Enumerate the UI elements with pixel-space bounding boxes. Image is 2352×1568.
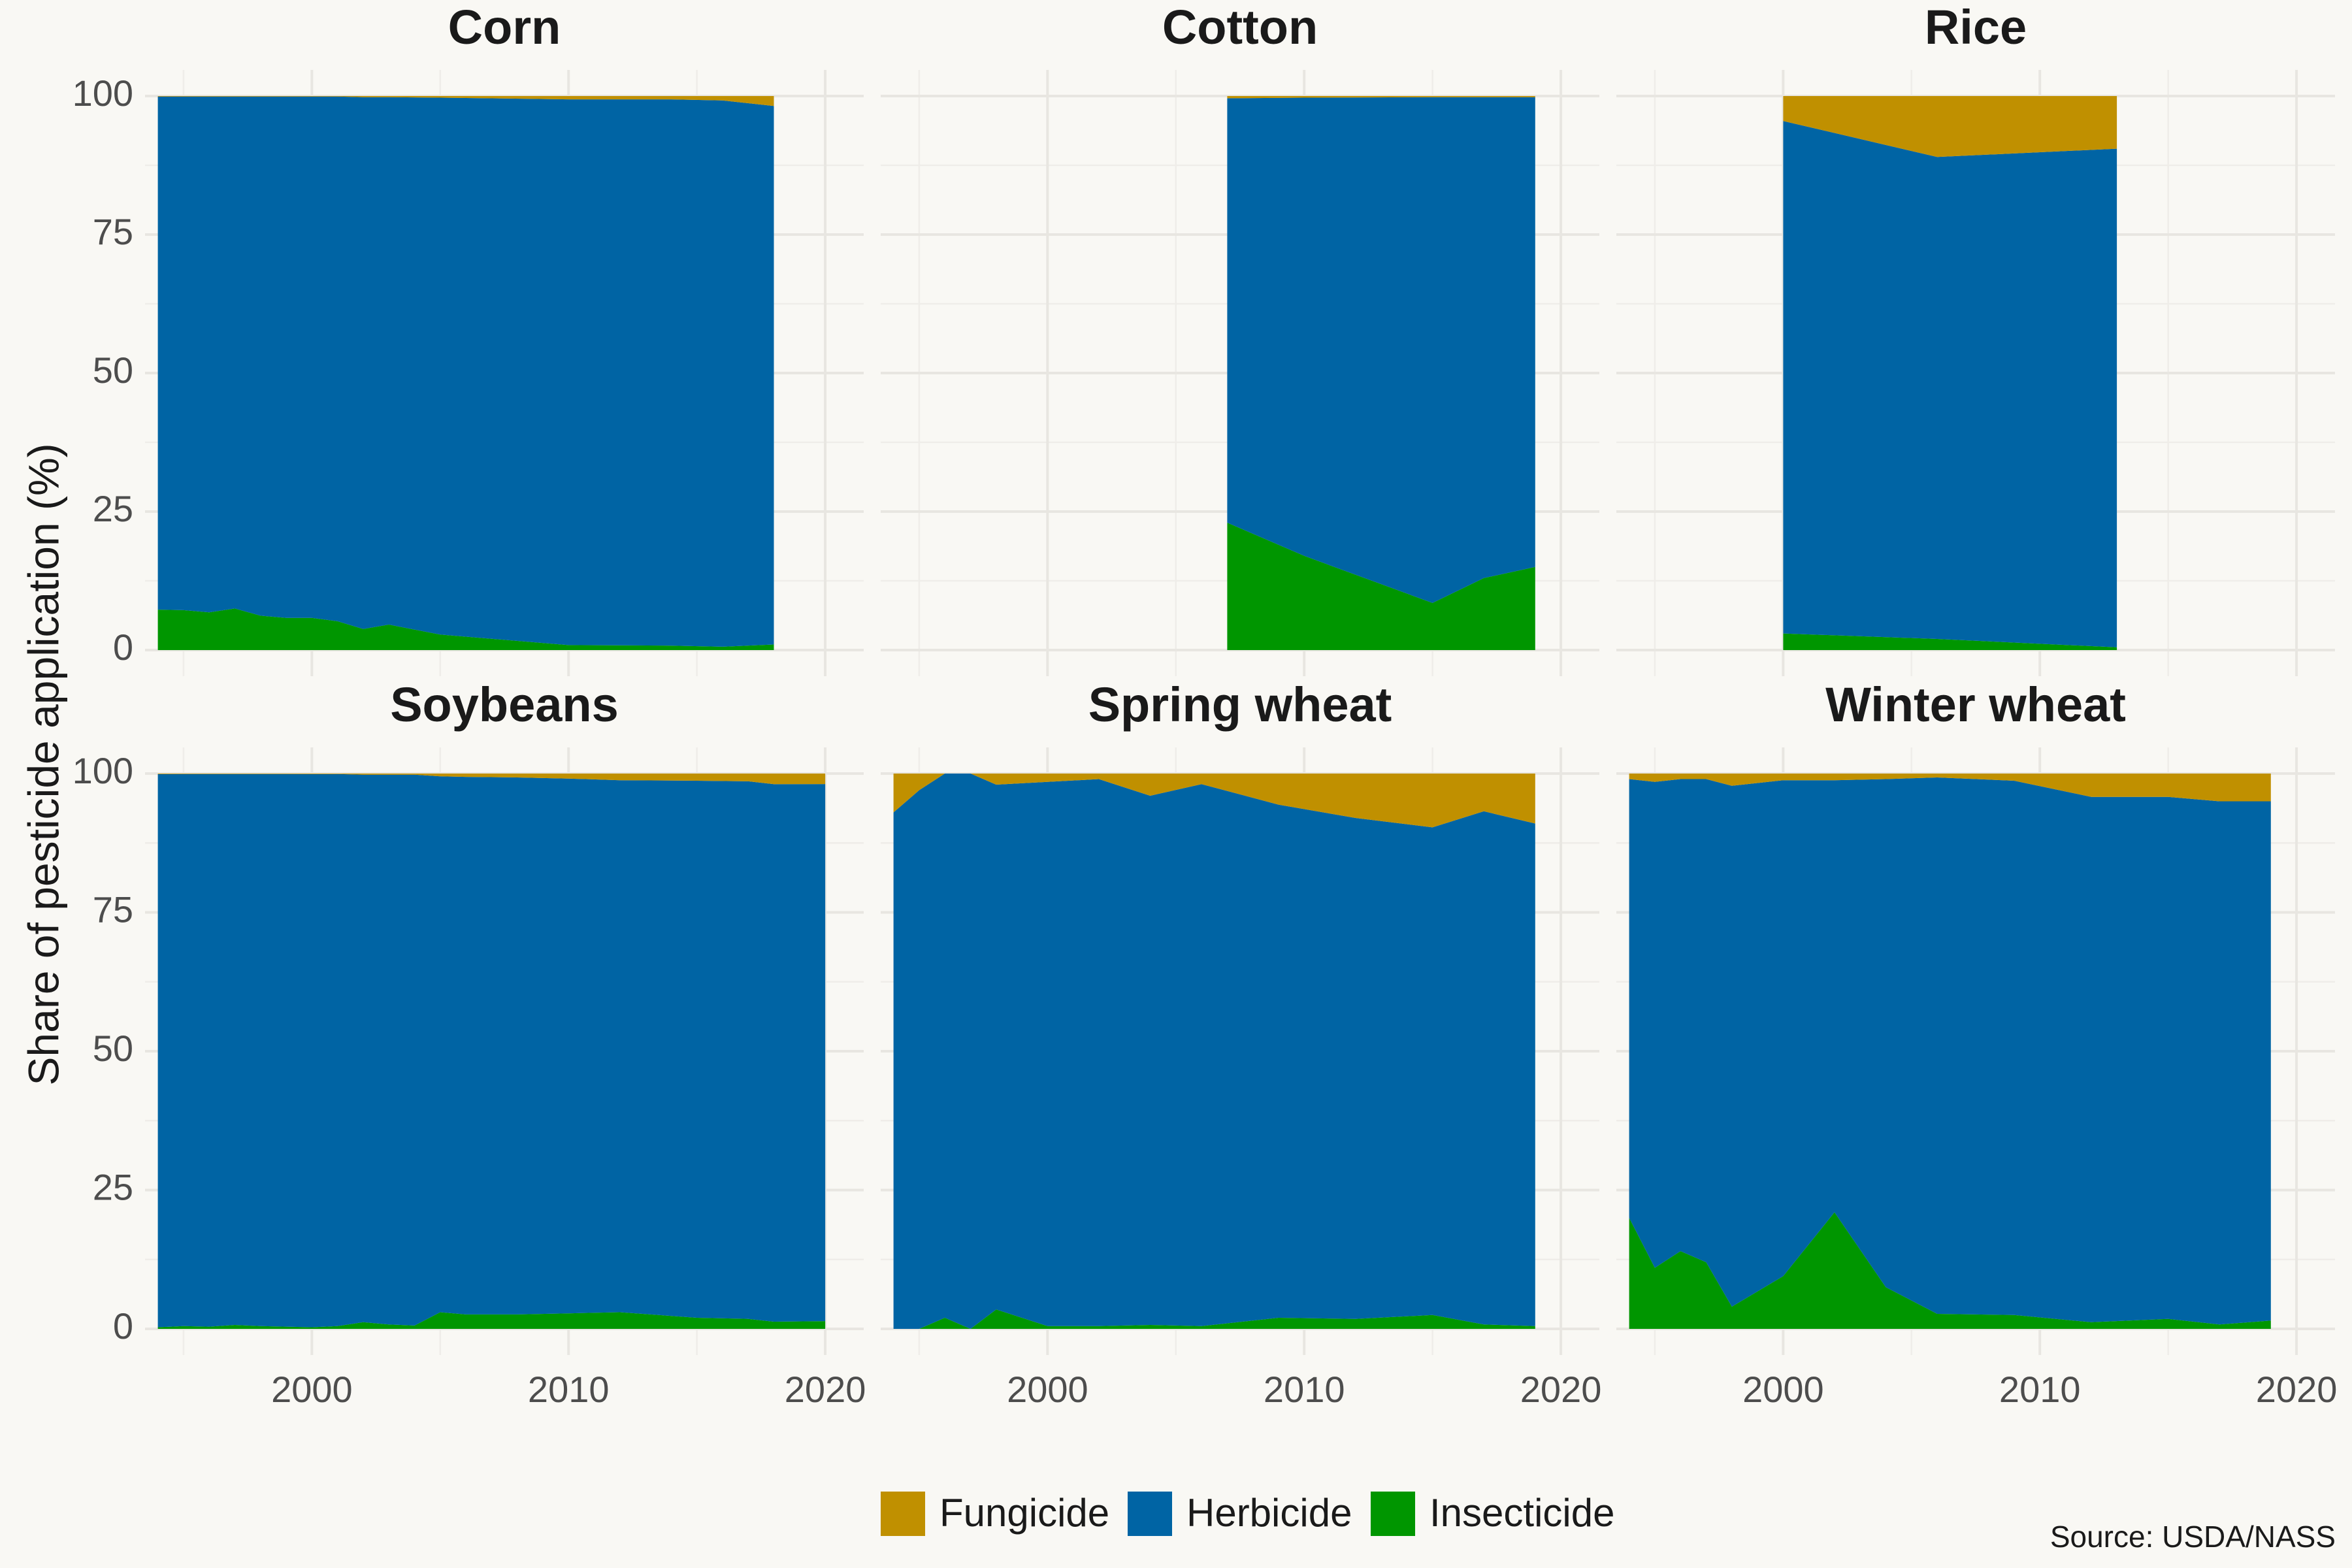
facet-spring-wheat: Spring wheat 2000 2010 2020 [881,678,1601,1410]
chart-panels: Corn 0 25 50 75 100 Cotton Rice Soybeans 0 25 50 75 1… [73,0,2338,1410]
facet-cotton: Cotton [881,0,1599,676]
area-herbicide-winter-wheat [1629,777,2271,1325]
x-tick-label: 2010 [528,1369,610,1410]
x-tick-label: 2000 [271,1369,353,1410]
facet-soybeans: Soybeans 0 25 50 75 100 2000 2010 2020 [73,678,866,1410]
source-caption: Source: USDA/NASS [2050,1520,2336,1554]
facet-winter-wheat: Winter wheat 2000 2010 2020 [1616,678,2337,1410]
x-tick-label: 2000 [1742,1369,1824,1410]
x-tick-label: 2020 [2256,1369,2338,1410]
area-insecticide-winter-wheat [1629,1212,2271,1329]
legend-swatch-herbicide [1128,1492,1172,1536]
area-insecticide-soybeans [157,1312,826,1329]
facet-title-spring-wheat: Spring wheat [1088,678,1392,732]
legend-label-insecticide: Insecticide [1429,1491,1614,1535]
facet-title-cotton: Cotton [1162,0,1318,54]
area-herbicide-spring-wheat [893,774,1535,1329]
area-insecticide-rice [1783,633,2117,650]
y-tick-label: 100 [73,750,133,791]
legend-label-fungicide: Fungicide [939,1491,1109,1535]
area-insecticide-corn [157,608,774,650]
facet-title-soybeans: Soybeans [390,678,619,732]
x-tick-label: 2020 [785,1369,866,1410]
area-fungicide-cotton [1227,96,1535,99]
area-herbicide-soybeans [157,774,826,1328]
y-tick-label: 75 [93,889,133,930]
y-axis-label: Share of pesticide application (%) [19,443,67,1085]
y-tick-label: 0 [113,627,133,668]
area-insecticide-spring-wheat [893,1309,1535,1329]
area-herbicide-cotton [1227,97,1535,603]
legend-label-herbicide: Herbicide [1186,1491,1352,1535]
y-tick-label: 75 [93,211,133,252]
area-herbicide-corn [157,96,774,647]
facet-title-corn: Corn [448,0,561,54]
legend-swatch-fungicide [881,1492,925,1536]
x-tick-label: 2000 [1007,1369,1088,1410]
legend: Fungicide Herbicide Insecticide [881,1491,1614,1536]
y-tick-label: 25 [93,488,133,529]
area-insecticide-cotton [1227,523,1535,650]
x-tick-label: 2010 [1264,1369,1345,1410]
y-tick-label: 50 [93,350,133,391]
y-tick-label: 25 [93,1166,133,1207]
area-fungicide-corn [157,96,774,106]
area-fungicide-spring-wheat [893,774,1535,828]
area-fungicide-rice [1783,96,2117,157]
y-tick-label: 100 [73,73,133,114]
area-herbicide-rice [1783,121,2117,647]
facet-corn: Corn 0 25 50 75 100 [73,0,864,676]
facet-title-winter-wheat: Winter wheat [1825,678,2126,732]
x-tick-label: 2010 [1999,1369,2081,1410]
area-fungicide-soybeans [157,774,826,785]
facet-title-rice: Rice [1925,0,2027,54]
facet-rice: Rice [1616,0,2335,676]
legend-swatch-insecticide [1371,1492,1415,1536]
area-fungicide-winter-wheat [1629,774,2271,802]
y-tick-label: 0 [113,1305,133,1347]
y-tick-label: 50 [93,1028,133,1069]
x-tick-label: 2020 [1520,1369,1602,1410]
